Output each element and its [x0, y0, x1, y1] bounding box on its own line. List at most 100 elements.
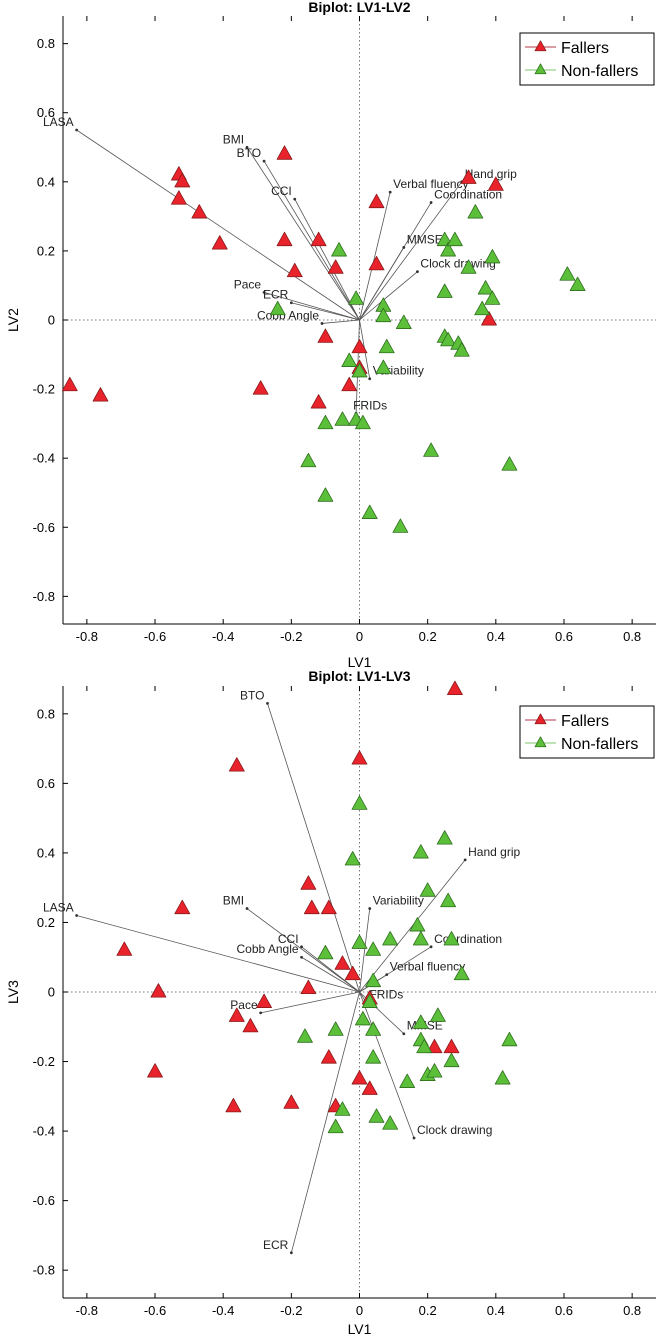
x-tick-label: 0.2 — [419, 1303, 437, 1318]
loading-vector-tip — [289, 301, 293, 305]
nonfaller-point — [467, 204, 484, 219]
loading-vector — [301, 956, 360, 993]
faller-point — [300, 979, 317, 995]
nonfaller-point — [484, 290, 501, 305]
loading-vector-label: CCI — [278, 932, 299, 946]
x-axis-label: LV1 — [348, 654, 372, 670]
nonfaller-point — [317, 944, 334, 960]
faller-point — [147, 1063, 163, 1078]
loading-vector-tip — [402, 246, 406, 249]
nonfaller-point — [419, 882, 436, 897]
faller-point — [351, 750, 368, 765]
series-nonfallers — [297, 795, 518, 1134]
faller-point — [174, 173, 191, 188]
loading-vector — [291, 302, 360, 321]
nonfaller-point — [436, 830, 453, 845]
faller-point — [481, 311, 497, 326]
loading-vector-tip — [266, 701, 269, 705]
nonfaller-point — [365, 941, 382, 956]
nonfaller-point — [382, 931, 399, 946]
x-tick-label: 0.6 — [555, 1303, 573, 1318]
plot-panel-2: Biplot: LV1-LV3 -0.8 -0.6 -0.4 -0.2 0 0.2 0.4 0.… — [5, 668, 656, 1337]
faller-point — [283, 1094, 300, 1109]
loading-vector — [359, 271, 418, 321]
x-tick-label: -0.8 — [76, 1303, 98, 1318]
loading-vector-label: MMSE — [407, 232, 443, 246]
faller-point — [92, 387, 109, 402]
nonfaller-point — [351, 363, 368, 378]
loading-vector-label: BTO — [237, 146, 261, 160]
nonfaller-point — [412, 931, 429, 946]
nonfaller-point — [317, 487, 334, 502]
nonfaller-point — [426, 1063, 443, 1078]
nonfaller-point — [327, 1021, 344, 1036]
loading-vector-tip — [75, 128, 79, 132]
legend-box — [519, 32, 655, 86]
faller-point — [310, 231, 327, 247]
loading-vector-label: CCI — [271, 184, 292, 198]
faller-point — [242, 1018, 259, 1033]
nonfaller-point — [484, 249, 501, 264]
loading-vector-label: Hand grip — [465, 167, 517, 181]
faller-point — [320, 1049, 337, 1064]
loading-vector — [246, 147, 360, 321]
nonfaller-point — [443, 1052, 460, 1068]
legend: Fallers Non-fallers — [519, 32, 655, 86]
loading-vector — [76, 129, 360, 321]
loading-vector-label: ECR — [263, 1238, 289, 1252]
nonfaller-point — [334, 411, 351, 426]
loading-vector-label: LASA — [43, 901, 74, 915]
nonfaller-point — [440, 892, 457, 908]
loading-vector-tip — [293, 197, 297, 201]
loading-vector-tip — [289, 1251, 293, 1255]
nonfaller-point — [365, 1049, 382, 1064]
loading-vector — [321, 319, 360, 324]
loading-vector — [267, 703, 360, 993]
nonfaller-point — [395, 314, 412, 329]
x-tick-label: 0.8 — [623, 1303, 641, 1318]
loading-vector — [263, 160, 360, 321]
loading-vector-label: Verbal fluency — [393, 177, 468, 191]
nonfaller-point — [269, 300, 286, 316]
y-tick-label: 0 — [48, 985, 55, 1000]
nonfaller-point — [559, 266, 576, 281]
y-tick-label: 0.4 — [37, 845, 55, 860]
legend-label: Non-fallers — [561, 736, 638, 753]
nonfaller-point — [416, 1038, 433, 1054]
faller-point — [228, 757, 245, 772]
x-tick-label: -0.2 — [280, 1303, 302, 1318]
x-tick-label: -0.6 — [144, 629, 166, 644]
faller-point — [252, 380, 269, 395]
series-nonfallers — [269, 204, 586, 533]
loading-vector-tip — [402, 1032, 406, 1036]
loading-vector-label: Hand grip — [468, 845, 520, 859]
nonfaller-point — [348, 290, 364, 305]
loading-vector — [76, 915, 360, 993]
nonfaller-point — [351, 795, 368, 810]
faller-point — [487, 176, 504, 191]
loading-vector — [359, 908, 371, 993]
faller-point — [351, 338, 368, 354]
legend-marker — [534, 63, 547, 75]
loading-vector — [359, 247, 405, 321]
faller-point — [61, 376, 78, 392]
loading-vector-tip — [388, 190, 392, 194]
faller-point — [170, 190, 187, 205]
faller-point — [276, 231, 293, 247]
nonfaller-point — [375, 359, 392, 374]
loading-vector-tip — [412, 1136, 416, 1140]
loading-vector-label: Cobb Angle — [237, 942, 299, 956]
nonfaller-point — [436, 283, 453, 298]
loading-vector-label: Verbal fluency — [390, 960, 465, 974]
loading-vector-tip — [259, 1011, 263, 1015]
faller-point — [303, 899, 320, 915]
nonfaller-point — [341, 352, 358, 367]
x-tick-label: 0.4 — [487, 1303, 505, 1318]
loading-vector — [260, 991, 360, 1014]
loading-vector-tip — [262, 159, 266, 163]
legend-marker — [534, 736, 547, 748]
nonfaller-point — [300, 452, 317, 468]
